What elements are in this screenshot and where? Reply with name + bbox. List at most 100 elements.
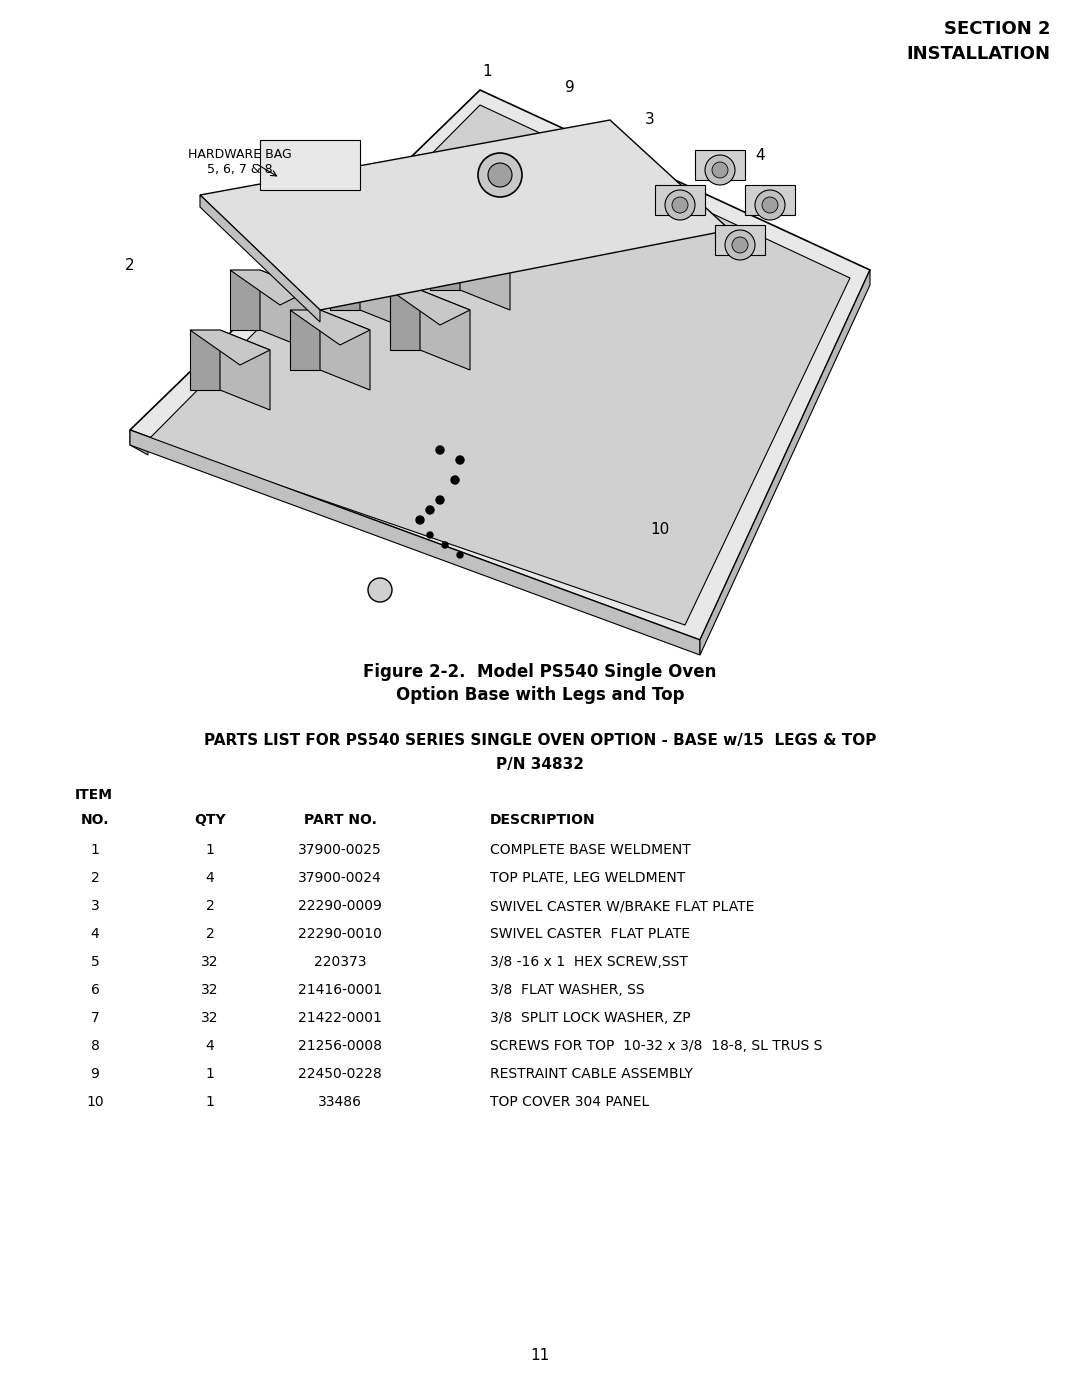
Polygon shape xyxy=(320,310,370,390)
Circle shape xyxy=(456,455,464,464)
Polygon shape xyxy=(420,291,470,370)
Text: 37900-0024: 37900-0024 xyxy=(298,870,382,886)
Text: TOP PLATE, LEG WELDMENT: TOP PLATE, LEG WELDMENT xyxy=(490,870,685,886)
Circle shape xyxy=(672,197,688,212)
Polygon shape xyxy=(260,270,310,351)
Text: 2: 2 xyxy=(205,928,214,942)
Text: 11: 11 xyxy=(530,1348,550,1362)
Text: SWIVEL CASTER  FLAT PLATE: SWIVEL CASTER FLAT PLATE xyxy=(490,928,690,942)
Polygon shape xyxy=(200,120,730,310)
Text: 22290-0010: 22290-0010 xyxy=(298,928,382,942)
Text: 6: 6 xyxy=(91,983,99,997)
Text: 22450-0228: 22450-0228 xyxy=(298,1067,382,1081)
Polygon shape xyxy=(430,231,510,265)
Polygon shape xyxy=(654,184,705,215)
Text: 1: 1 xyxy=(482,64,491,80)
Polygon shape xyxy=(148,105,850,624)
Circle shape xyxy=(712,162,728,177)
Text: TOP COVER 304 PANEL: TOP COVER 304 PANEL xyxy=(490,1095,649,1109)
Polygon shape xyxy=(745,184,795,215)
Polygon shape xyxy=(430,231,460,291)
Text: 32: 32 xyxy=(201,956,219,970)
Text: 5: 5 xyxy=(91,956,99,970)
Polygon shape xyxy=(190,330,220,390)
Polygon shape xyxy=(390,291,470,326)
Circle shape xyxy=(436,446,444,454)
Polygon shape xyxy=(390,291,420,351)
Polygon shape xyxy=(220,330,270,409)
Circle shape xyxy=(427,532,433,538)
Text: 8: 8 xyxy=(91,1039,99,1053)
Text: 22290-0009: 22290-0009 xyxy=(298,900,382,914)
Polygon shape xyxy=(330,250,410,285)
Text: 9: 9 xyxy=(91,1067,99,1081)
Text: PART NO.: PART NO. xyxy=(303,813,377,827)
Text: Option Base with Legs and Top: Option Base with Legs and Top xyxy=(395,686,685,704)
Polygon shape xyxy=(190,330,270,365)
Text: NO.: NO. xyxy=(81,813,109,827)
Text: 3/8  FLAT WASHER, SS: 3/8 FLAT WASHER, SS xyxy=(490,983,645,997)
Text: 4: 4 xyxy=(91,928,99,942)
Text: 4: 4 xyxy=(205,870,214,886)
Circle shape xyxy=(451,476,459,483)
Text: 37900-0025: 37900-0025 xyxy=(298,842,382,856)
Polygon shape xyxy=(360,250,410,330)
Circle shape xyxy=(368,578,392,602)
Text: 33486: 33486 xyxy=(318,1095,362,1109)
Text: COMPLETE BASE WELDMENT: COMPLETE BASE WELDMENT xyxy=(490,842,691,856)
Circle shape xyxy=(705,155,735,184)
Text: 1: 1 xyxy=(205,1067,215,1081)
Text: ITEM: ITEM xyxy=(75,788,113,802)
Polygon shape xyxy=(130,430,700,655)
Text: 1: 1 xyxy=(205,1095,215,1109)
Text: 1: 1 xyxy=(91,842,99,856)
Circle shape xyxy=(416,515,424,524)
Text: 10: 10 xyxy=(86,1095,104,1109)
Text: 21256-0008: 21256-0008 xyxy=(298,1039,382,1053)
Text: 3: 3 xyxy=(645,113,654,127)
Polygon shape xyxy=(291,310,370,345)
Circle shape xyxy=(665,190,696,219)
Circle shape xyxy=(762,197,778,212)
Text: RESTRAINT CABLE ASSEMBLY: RESTRAINT CABLE ASSEMBLY xyxy=(490,1067,693,1081)
Circle shape xyxy=(426,506,434,514)
Text: 220373: 220373 xyxy=(314,956,366,970)
Text: 2: 2 xyxy=(205,900,214,914)
Text: 21416-0001: 21416-0001 xyxy=(298,983,382,997)
Text: Figure 2-2.  Model PS540 Single Oven: Figure 2-2. Model PS540 Single Oven xyxy=(363,664,717,680)
Polygon shape xyxy=(460,231,510,310)
Circle shape xyxy=(457,552,463,557)
Text: QTY: QTY xyxy=(194,813,226,827)
Bar xyxy=(260,140,360,190)
Text: SWIVEL CASTER W/BRAKE FLAT PLATE: SWIVEL CASTER W/BRAKE FLAT PLATE xyxy=(490,900,754,914)
Text: 21422-0001: 21422-0001 xyxy=(298,1011,382,1025)
Circle shape xyxy=(436,496,444,504)
Text: HARDWARE BAG
5, 6, 7 & 8: HARDWARE BAG 5, 6, 7 & 8 xyxy=(188,148,292,176)
Text: 4: 4 xyxy=(755,148,765,162)
Circle shape xyxy=(732,237,748,253)
Text: 7: 7 xyxy=(91,1011,99,1025)
Polygon shape xyxy=(230,270,310,305)
Circle shape xyxy=(488,163,512,187)
Text: P/N 34832: P/N 34832 xyxy=(496,757,584,773)
Polygon shape xyxy=(715,225,765,256)
Circle shape xyxy=(478,154,522,197)
Polygon shape xyxy=(130,430,148,455)
Circle shape xyxy=(725,231,755,260)
Polygon shape xyxy=(130,89,870,640)
Polygon shape xyxy=(330,250,360,310)
Polygon shape xyxy=(230,270,260,330)
Text: 32: 32 xyxy=(201,1011,219,1025)
Text: 10: 10 xyxy=(650,522,670,538)
Polygon shape xyxy=(291,310,320,370)
Text: 1: 1 xyxy=(205,842,215,856)
Text: 2: 2 xyxy=(91,870,99,886)
Polygon shape xyxy=(696,149,745,180)
Text: 3/8  SPLIT LOCK WASHER, ZP: 3/8 SPLIT LOCK WASHER, ZP xyxy=(490,1011,690,1025)
Text: 3: 3 xyxy=(91,900,99,914)
Text: 32: 32 xyxy=(201,983,219,997)
Text: DESCRIPTION: DESCRIPTION xyxy=(490,813,596,827)
Polygon shape xyxy=(200,196,320,321)
Text: SCREWS FOR TOP  10-32 x 3/8  18-8, SL TRUS S: SCREWS FOR TOP 10-32 x 3/8 18-8, SL TRUS… xyxy=(490,1039,822,1053)
Text: INSTALLATION: INSTALLATION xyxy=(906,45,1050,63)
